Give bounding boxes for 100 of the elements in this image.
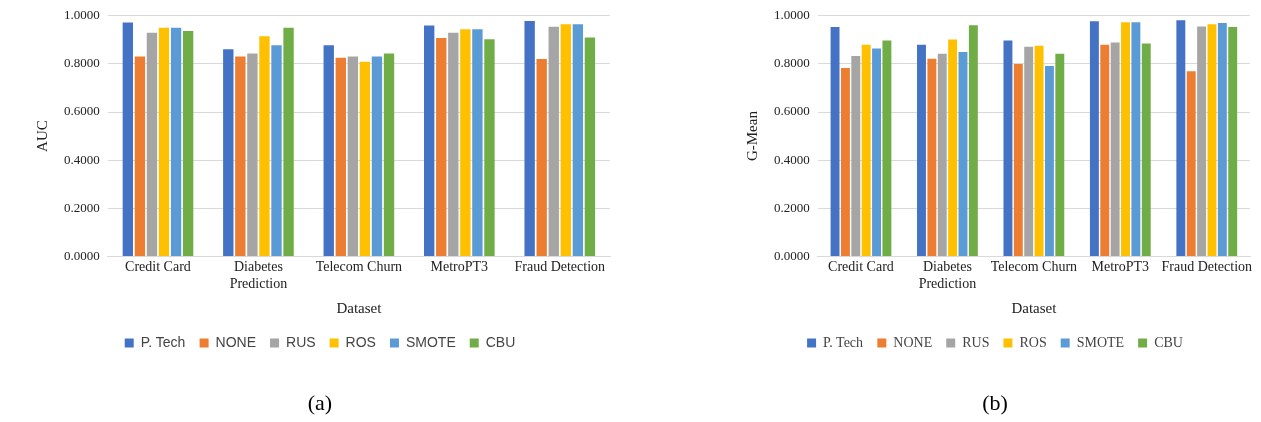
bar [937, 53, 947, 256]
legend-label: NONE [893, 334, 933, 350]
bar [968, 25, 978, 256]
bar [948, 39, 958, 256]
bar [1176, 20, 1186, 256]
bar [927, 58, 937, 256]
bar [548, 26, 559, 256]
bar [158, 27, 170, 256]
legend-label: SMOTE [1076, 334, 1125, 350]
x-tick-label: Diabetes Prediction [229, 259, 288, 292]
bar [851, 55, 861, 256]
bar [436, 37, 447, 256]
bar [472, 29, 483, 256]
x-tick-label: Diabetes Prediction [918, 259, 977, 292]
bar [223, 49, 234, 256]
bar [283, 27, 294, 256]
y-tick-label: 1.0000 [64, 7, 100, 23]
bar [134, 56, 146, 256]
bar [524, 21, 535, 256]
bar [572, 24, 584, 256]
bar [861, 44, 871, 256]
bar [830, 27, 840, 256]
bar [359, 61, 371, 256]
y-tick-label: 0.0000 [64, 247, 100, 263]
y-tick-label: 0.0000 [774, 247, 810, 263]
y-tick-label: 0.2000 [774, 199, 810, 215]
bar [247, 53, 258, 256]
x-tick-label: Credit Card [125, 259, 191, 275]
y-tick-label: 0.4000 [774, 151, 810, 167]
bar [1024, 46, 1034, 256]
bar [958, 51, 968, 256]
y-tick-label: 0.6000 [774, 103, 810, 119]
bar [271, 45, 282, 256]
bar [146, 32, 158, 256]
x-tick-label: MetroPT3 [1091, 259, 1150, 275]
y-axis-title: G-Mean [743, 110, 760, 162]
legend-label: P. Tech [140, 333, 186, 350]
y-tick-label: 1.0000 [774, 7, 810, 23]
y-tick-label: 0.8000 [774, 55, 810, 71]
legend-label: ROS [345, 333, 376, 350]
bar [1044, 66, 1054, 256]
y-tick-label: 0.4000 [64, 151, 100, 167]
legend-label: P. Tech [823, 334, 864, 350]
x-axis-title: Dataset [336, 299, 383, 316]
text: (b) [981, 390, 1009, 416]
x-axis-title: Dataset [1011, 299, 1058, 316]
bar [1013, 63, 1023, 256]
bar [170, 27, 182, 256]
x-tick-label: Fraud Detection [1161, 259, 1253, 275]
bar [1121, 22, 1130, 256]
bar [872, 48, 881, 256]
text: (a) [306, 390, 334, 416]
bar [1034, 45, 1044, 256]
x-tick-label: Telecom Churn [990, 259, 1078, 275]
bar [371, 56, 383, 256]
bar [182, 30, 194, 256]
x-tick-label: MetroPT3 [430, 259, 489, 275]
legend-label: CBU [485, 333, 516, 350]
bar [882, 40, 892, 256]
bar [1197, 26, 1207, 256]
bar [259, 36, 270, 256]
y-axis-title: AUC [33, 120, 50, 152]
bar [122, 22, 134, 256]
bar [383, 53, 395, 256]
y-tick-label: 0.8000 [64, 55, 100, 71]
bar [1217, 23, 1227, 256]
legend-label: RUS [962, 334, 990, 350]
bar [1110, 42, 1120, 256]
legend-label: CBU [1154, 334, 1183, 350]
bar [1186, 71, 1196, 256]
bar [584, 37, 596, 256]
legend-label: RUS [286, 333, 316, 350]
bar [1100, 44, 1110, 256]
legend-label: NONE [215, 333, 257, 350]
bar [460, 29, 471, 256]
bar [335, 57, 346, 256]
x-tick-label: Fraud Detection [514, 259, 606, 275]
bar [1131, 22, 1141, 256]
bar [560, 24, 571, 256]
bar [917, 44, 926, 256]
bar [1228, 27, 1238, 256]
bar [840, 68, 850, 256]
x-tick-label: Telecom Churn [315, 259, 403, 275]
bar [536, 59, 547, 256]
bar [1089, 21, 1099, 256]
bar [424, 25, 435, 256]
bar [448, 32, 459, 256]
bar [347, 56, 359, 256]
bar [1055, 53, 1065, 256]
bar [323, 45, 334, 256]
bar [1207, 24, 1217, 256]
bar [1141, 43, 1151, 256]
x-tick-label: Credit Card [828, 259, 894, 275]
bar [235, 56, 246, 256]
y-tick-label: 0.2000 [64, 199, 100, 215]
bar [1003, 40, 1013, 256]
legend-label: SMOTE [405, 333, 456, 350]
legend-label: ROS [1019, 334, 1047, 350]
y-tick-label: 0.6000 [64, 103, 100, 119]
bar [484, 39, 495, 256]
